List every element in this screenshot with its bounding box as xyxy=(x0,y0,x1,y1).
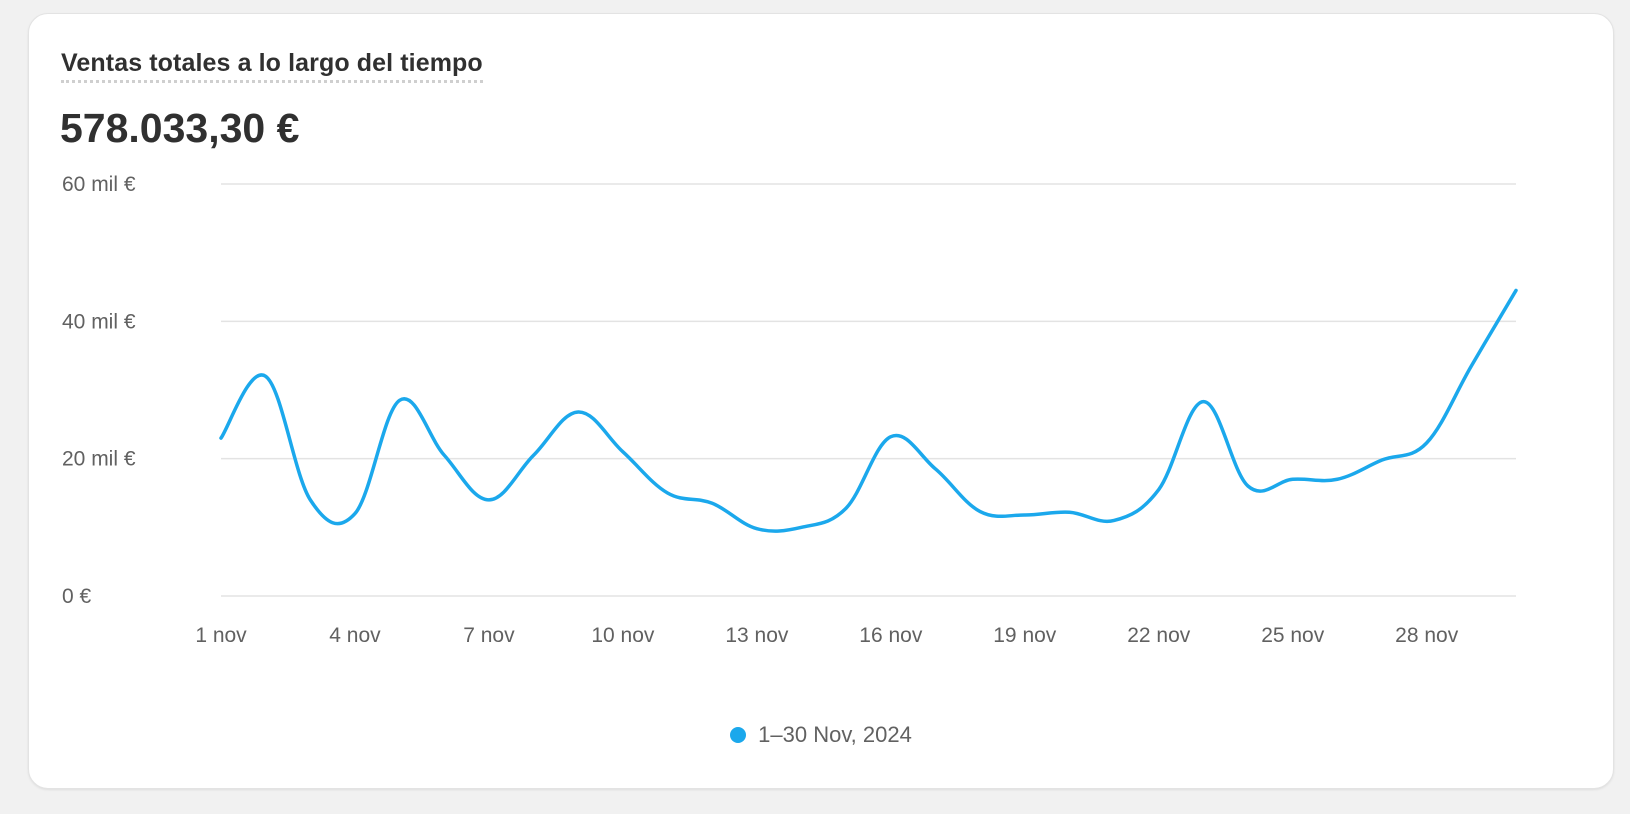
series-line-0 xyxy=(219,288,1518,533)
y-tick-label: 0 € xyxy=(62,585,92,608)
legend-label: 1–30 Nov, 2024 xyxy=(758,722,912,747)
sales-line-chart: 0 € 20 mil € 40 mil € 60 mil € 1 nov 4 nov 7 n… xyxy=(62,173,1518,647)
x-tick-label: 16 nov xyxy=(859,624,923,647)
legend-item-series[interactable]: 1–30 Nov, 2024 xyxy=(730,722,912,748)
x-tick-label: 19 nov xyxy=(993,624,1057,647)
x-tick-label: 7 nov xyxy=(463,624,515,647)
chart-legend: 1–30 Nov, 2024 xyxy=(29,722,1613,749)
sales-over-time-card: Ventas totales a lo largo del tiempo 578… xyxy=(28,13,1614,789)
x-tick-label: 22 nov xyxy=(1127,624,1191,647)
x-tick-label: 25 nov xyxy=(1261,624,1325,647)
y-tick-label: 20 mil € xyxy=(62,448,136,471)
x-tick-label: 28 nov xyxy=(1395,624,1459,647)
legend-dot-icon xyxy=(730,727,747,743)
y-tick-label: 60 mil € xyxy=(62,173,136,196)
x-tick-label: 13 nov xyxy=(725,624,789,647)
x-tick-label: 1 nov xyxy=(195,624,247,647)
total-sales-value: 578.033,30 € xyxy=(60,105,300,151)
y-tick-label: 40 mil € xyxy=(62,310,136,333)
x-tick-label: 10 nov xyxy=(591,624,655,647)
x-tick-label: 4 nov xyxy=(329,624,381,647)
card-title[interactable]: Ventas totales a lo largo del tiempo xyxy=(61,49,483,83)
